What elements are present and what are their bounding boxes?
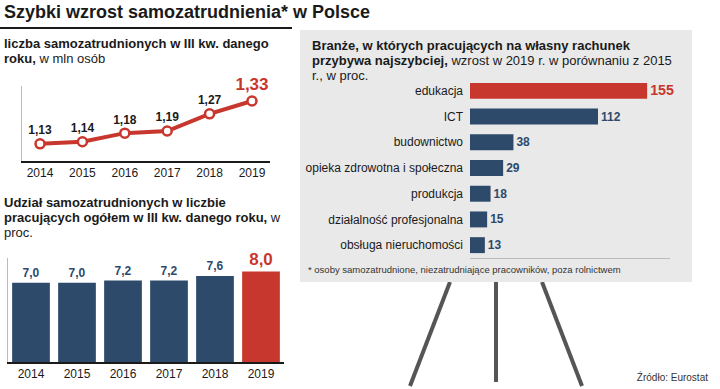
svg-text:2014: 2014 <box>18 367 45 381</box>
svg-text:produkcja: produkcja <box>411 187 463 201</box>
svg-text:1,18: 1,18 <box>113 113 137 127</box>
html-text:Szybki wzrost samozatrudnienia: Szybki wzrost samozatrudnienia* w Polsce <box>4 2 371 22</box>
svg-text:2015: 2015 <box>64 367 91 381</box>
svg-text:2018: 2018 <box>202 367 229 381</box>
svg-text:2019: 2019 <box>248 367 275 381</box>
svg-text:7,2: 7,2 <box>160 264 177 278</box>
html-text:liczba samozatrudnionych w III: liczba samozatrudnionych w III kw. daneg… <box>4 36 269 66</box>
svg-text:8,0: 8,0 <box>249 250 273 269</box>
svg-text:2017: 2017 <box>154 166 181 180</box>
svg-text:7,0: 7,0 <box>68 266 85 280</box>
html-text:* osoby samozatrudnione, nieza: * osoby samozatrudnione, niezatrudniając… <box>308 264 621 275</box>
svg-text:ICT: ICT <box>444 110 464 124</box>
svg-text:7,2: 7,2 <box>114 264 131 278</box>
svg-text:155: 155 <box>650 82 674 98</box>
svg-text:29: 29 <box>506 161 520 175</box>
svg-text:2014: 2014 <box>27 166 54 180</box>
svg-text:opieka zdrowotna i społeczna: opieka zdrowotna i społeczna <box>306 161 464 175</box>
svg-text:2018: 2018 <box>196 166 223 180</box>
svg-text:38: 38 <box>516 135 530 149</box>
html-text:Branże, w których pracujących: Branże, w których pracujących na własny … <box>312 38 672 83</box>
svg-text:1,14: 1,14 <box>71 121 95 135</box>
html-text:Udział samozatrudnionych w lic: Udział samozatrudnionych w liczbie pracu… <box>4 195 281 240</box>
svg-text:obsługa nieruchomości: obsługa nieruchomości <box>340 238 463 252</box>
svg-text:1,13: 1,13 <box>28 123 52 137</box>
svg-text:edukacja: edukacja <box>415 84 463 98</box>
svg-text:7,6: 7,6 <box>206 259 223 273</box>
svg-text:działalność profesjonalna: działalność profesjonalna <box>328 213 463 227</box>
svg-text:1,19: 1,19 <box>156 110 180 124</box>
svg-text:1,33: 1,33 <box>235 75 268 94</box>
svg-text:1,27: 1,27 <box>198 93 222 107</box>
svg-text:budownictwo: budownictwo <box>394 135 464 149</box>
svg-text:2019: 2019 <box>239 166 266 180</box>
svg-text:2015: 2015 <box>69 166 96 180</box>
svg-text:112: 112 <box>601 110 621 124</box>
svg-text:2016: 2016 <box>111 166 138 180</box>
html-text:Źródło: Eurostat: Źródło: Eurostat <box>636 372 708 383</box>
svg-text:2017: 2017 <box>156 367 183 381</box>
svg-text:7,0: 7,0 <box>22 266 39 280</box>
svg-text:15: 15 <box>490 212 504 226</box>
svg-text:13: 13 <box>488 238 502 252</box>
svg-text:18: 18 <box>494 187 508 201</box>
svg-text:2016: 2016 <box>110 367 137 381</box>
